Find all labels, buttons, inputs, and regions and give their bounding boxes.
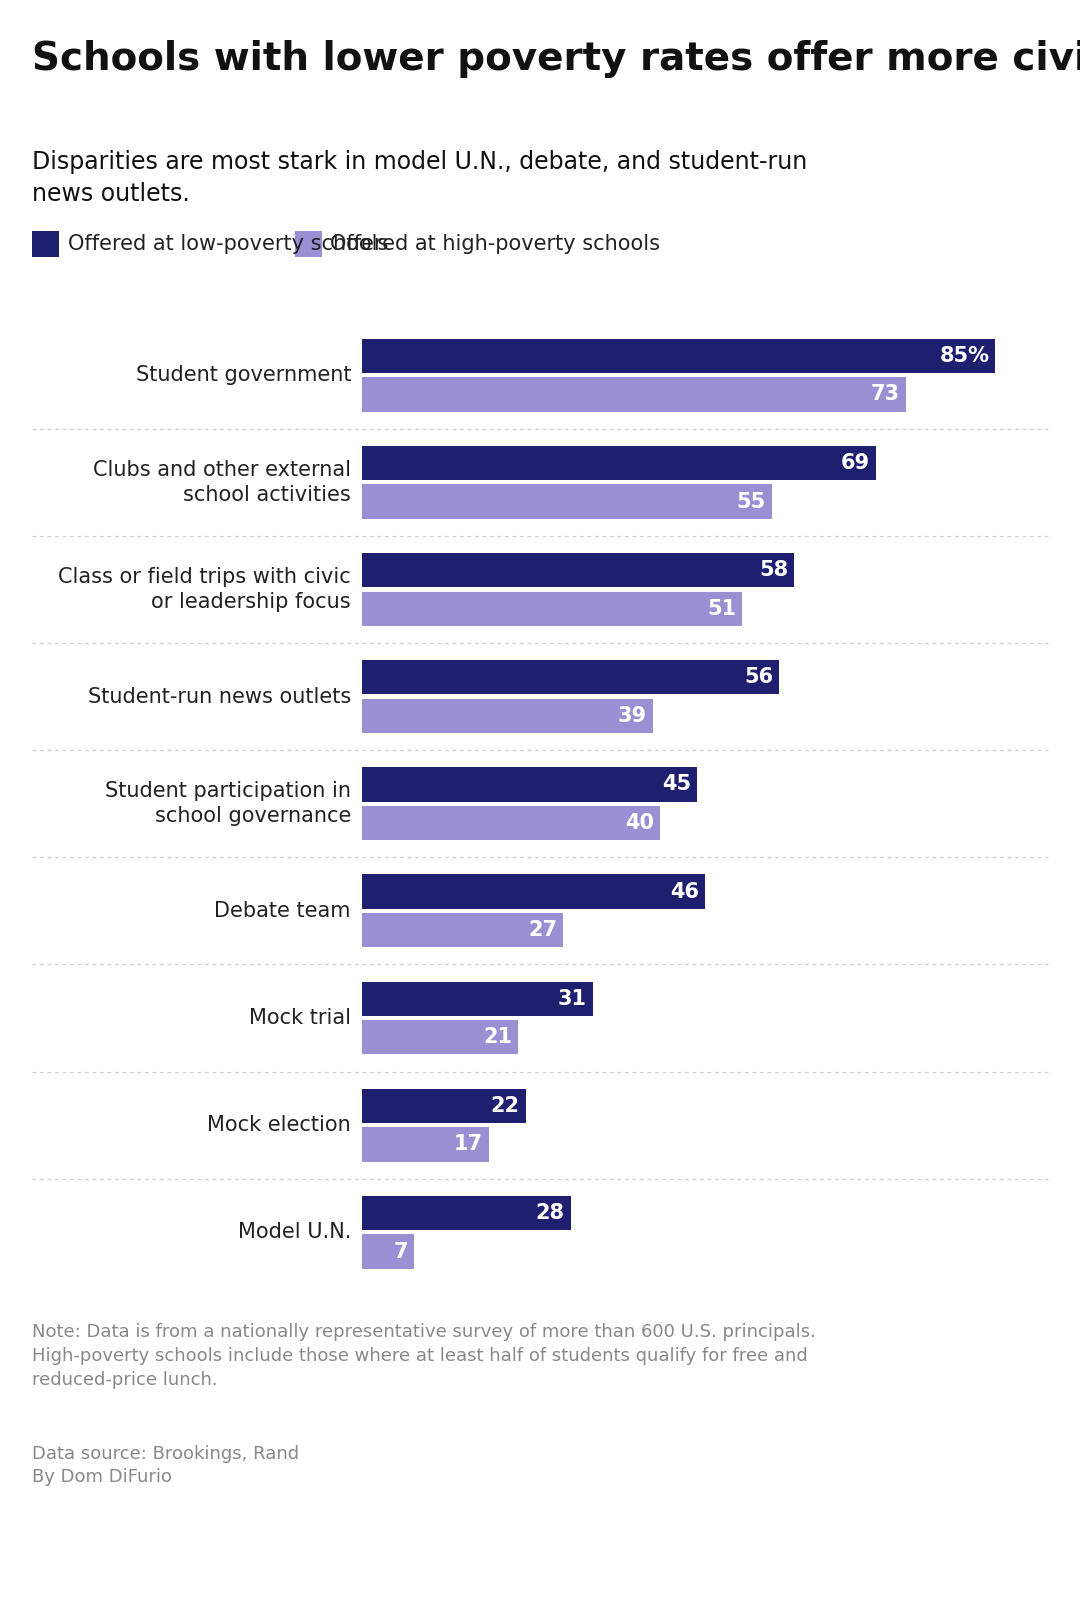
Text: Data source: Brookings, Rand
By Dom DiFurio: Data source: Brookings, Rand By Dom DiFu… bbox=[32, 1445, 299, 1486]
Text: Offered at high-poverty schools: Offered at high-poverty schools bbox=[330, 234, 661, 253]
Text: 73: 73 bbox=[870, 384, 900, 405]
Bar bbox=[362, 378, 906, 412]
Text: Mock election: Mock election bbox=[207, 1115, 351, 1135]
Bar bbox=[362, 1196, 570, 1230]
Text: 58: 58 bbox=[759, 560, 788, 579]
Bar bbox=[362, 875, 705, 909]
Text: 31: 31 bbox=[558, 989, 586, 1009]
Bar bbox=[362, 914, 563, 947]
Text: 46: 46 bbox=[670, 881, 699, 902]
Text: 40: 40 bbox=[625, 813, 654, 833]
Bar bbox=[362, 339, 996, 373]
Bar bbox=[362, 484, 772, 518]
Text: 51: 51 bbox=[707, 599, 735, 618]
Text: 21: 21 bbox=[484, 1028, 512, 1047]
Text: Debate team: Debate team bbox=[215, 901, 351, 922]
Text: Student participation in
school governance: Student participation in school governan… bbox=[105, 781, 351, 826]
Text: 22: 22 bbox=[490, 1096, 519, 1115]
Bar bbox=[362, 981, 593, 1015]
Text: Note: Data is from a nationally representative survey of more than 600 U.S. prin: Note: Data is from a nationally represen… bbox=[32, 1323, 816, 1388]
Text: 56: 56 bbox=[744, 667, 773, 688]
Text: 27: 27 bbox=[528, 920, 557, 941]
Text: 39: 39 bbox=[618, 705, 647, 726]
Text: Disparities are most stark in model U.N., debate, and student-run
news outlets.: Disparities are most stark in model U.N.… bbox=[32, 150, 808, 205]
Text: 7: 7 bbox=[393, 1241, 408, 1262]
Text: 55: 55 bbox=[737, 492, 766, 512]
Text: Mock trial: Mock trial bbox=[249, 1009, 351, 1028]
Bar bbox=[362, 1020, 518, 1054]
Text: 69: 69 bbox=[841, 454, 870, 473]
Bar bbox=[362, 1127, 488, 1162]
Text: Offered at low-poverty schools: Offered at low-poverty schools bbox=[68, 234, 389, 253]
Text: Class or field trips with civic
or leadership focus: Class or field trips with civic or leade… bbox=[58, 567, 351, 612]
Bar bbox=[362, 554, 794, 587]
Text: Student government: Student government bbox=[135, 365, 351, 386]
Text: 17: 17 bbox=[454, 1135, 483, 1154]
Bar bbox=[362, 805, 660, 841]
Bar bbox=[362, 660, 780, 694]
Bar bbox=[362, 699, 652, 733]
Text: Model U.N.: Model U.N. bbox=[238, 1222, 351, 1243]
Bar bbox=[362, 445, 876, 479]
Text: 45: 45 bbox=[662, 775, 691, 794]
Bar bbox=[362, 767, 698, 802]
Text: 28: 28 bbox=[536, 1202, 565, 1223]
Text: Clubs and other external
school activities: Clubs and other external school activiti… bbox=[93, 460, 351, 505]
Bar bbox=[362, 1089, 526, 1123]
Bar bbox=[362, 592, 742, 626]
Bar bbox=[362, 1235, 414, 1269]
Text: Schools with lower poverty rates offer more civics: Schools with lower poverty rates offer m… bbox=[32, 40, 1080, 79]
Text: Student-run news outlets: Student-run news outlets bbox=[87, 686, 351, 707]
Text: 85%: 85% bbox=[940, 345, 989, 366]
